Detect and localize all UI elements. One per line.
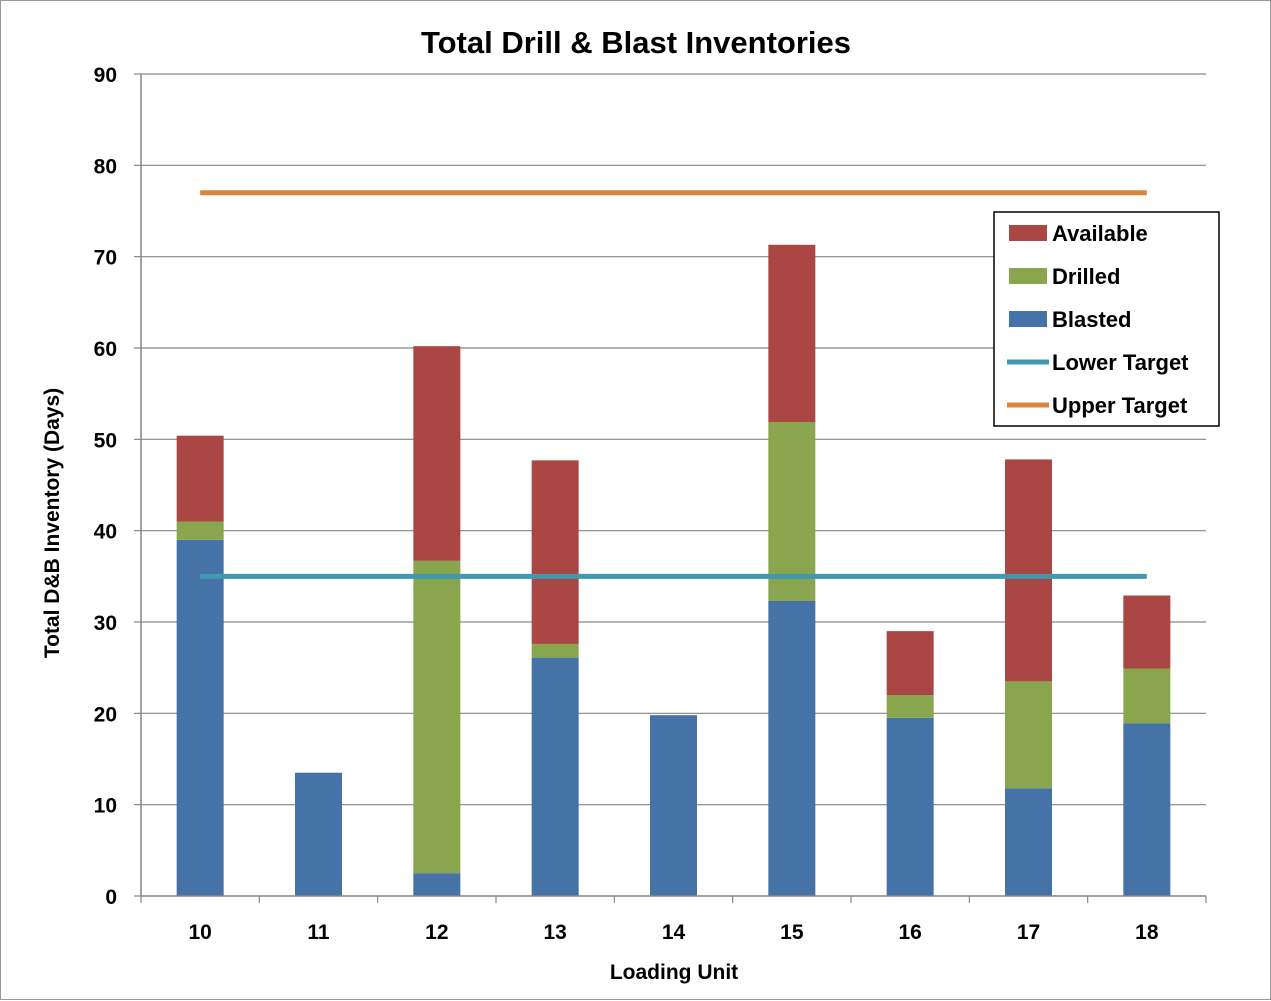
legend-label: Blasted	[1052, 307, 1131, 332]
bar-available-16	[886, 631, 934, 696]
bar-drilled-10	[176, 521, 224, 540]
x-tick-labels: 10 11 12 13 14 15 16 17 18	[188, 921, 1158, 944]
legend-swatch-drilled	[1009, 268, 1047, 284]
bar-blasted-18	[1123, 723, 1171, 896]
bar-available-12	[413, 346, 461, 561]
y-tick-label: 80	[94, 155, 117, 178]
x-tick-label: 17	[1017, 921, 1040, 944]
bar-drilled-15	[768, 421, 816, 601]
y-tick-label: 70	[94, 247, 117, 270]
legend-swatch-blasted	[1009, 311, 1047, 327]
bar-blasted-17	[1005, 788, 1052, 896]
bar-available-10	[176, 435, 224, 522]
bar-drilled-18	[1123, 668, 1171, 724]
x-tick-label: 10	[188, 921, 211, 944]
bar-available-18	[1123, 595, 1171, 669]
bar-blasted-11	[295, 772, 342, 896]
legend-label: Drilled	[1052, 264, 1120, 289]
y-tick-label: 50	[94, 429, 117, 452]
x-axis-label: Loading Unit	[610, 961, 738, 984]
bar-blasted-15	[768, 600, 816, 896]
y-tick-label: 0	[105, 886, 117, 909]
bar-blasted-14	[650, 715, 697, 896]
y-tick-labels: 0 10 20 30 40 50 60 70 80 90	[94, 64, 117, 909]
target-lines	[200, 190, 1147, 579]
bar-blasted-10	[176, 539, 224, 896]
bar-available-17	[1005, 459, 1052, 682]
chart-title: Total Drill & Blast Inventories	[421, 25, 851, 60]
bars	[176, 244, 1171, 896]
x-tick-label: 18	[1135, 921, 1159, 944]
bar-drilled-13	[531, 643, 579, 658]
y-tick-label: 20	[94, 703, 117, 726]
legend-label: Available	[1052, 221, 1148, 246]
axes	[140, 74, 1207, 903]
bar-drilled-12	[413, 560, 461, 874]
bar-drilled-16	[886, 695, 934, 718]
y-tick-label: 90	[94, 64, 117, 87]
y-tick-label: 40	[94, 521, 117, 544]
bar-drilled-17	[1005, 681, 1052, 789]
y-tick-label: 30	[94, 612, 117, 635]
y-tick-label: 60	[94, 338, 117, 361]
legend: Available Drilled Blasted Lower Target Upper…	[993, 211, 1220, 427]
legend-swatch-available	[1009, 225, 1047, 241]
y-tick-label: 10	[94, 795, 117, 818]
bar-available-13	[531, 460, 579, 644]
bar-blasted-13	[531, 657, 579, 896]
x-tick-label: 14	[662, 921, 686, 944]
bar-blasted-16	[886, 717, 934, 896]
x-tick-label: 16	[898, 921, 921, 944]
bar-available-15	[768, 244, 816, 422]
x-tick-label: 13	[543, 921, 566, 944]
x-tick-label: 12	[425, 921, 448, 944]
bar-blasted-12	[413, 873, 461, 896]
y-axis-label: Total D&B Inventory (Days)	[41, 388, 64, 658]
x-tick-label: 15	[780, 921, 804, 944]
legend-label: Upper Target	[1052, 393, 1188, 418]
legend-label: Lower Target	[1052, 350, 1189, 375]
x-tick-label: 11	[307, 921, 330, 944]
